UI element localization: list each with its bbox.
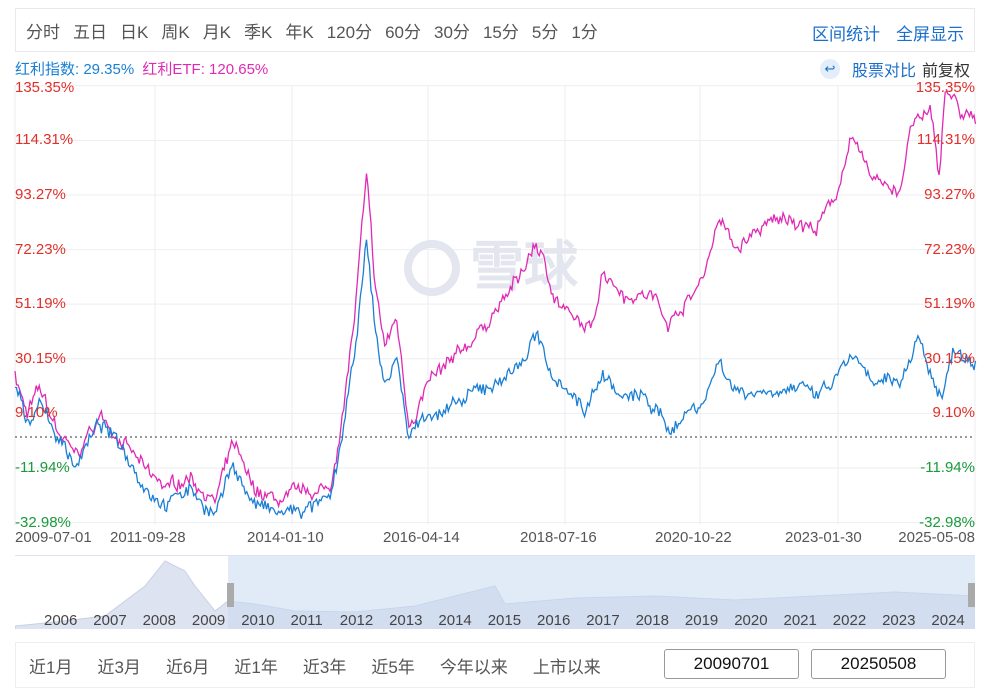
y-tick-label: 9.10% xyxy=(932,404,975,422)
navigator-year-label: 2007 xyxy=(93,612,127,629)
y-tick-label: 30.15% xyxy=(924,349,975,367)
start-date-input[interactable]: 20090701 xyxy=(664,649,799,679)
navigator-year-label: 2009 xyxy=(191,612,226,629)
range-button[interactable]: 近1年 xyxy=(234,657,278,677)
period-toolbar: 分时 五日 日K 周K 月K 季K 年K 120分 60分 30分 15分 5分… xyxy=(15,8,975,52)
x-tick-label: 2020-10-22 xyxy=(655,529,732,546)
range-button[interactable]: 近3月 xyxy=(97,657,141,677)
return-icon[interactable]: ↩ xyxy=(819,59,840,79)
y-tick-label: 72.23% xyxy=(924,240,975,258)
chart-legend: 红利指数: 29.35% 红利ETF: 120.65% xyxy=(15,58,268,79)
range-button[interactable]: 近1月 xyxy=(29,657,73,677)
period-tab[interactable]: 5分 xyxy=(531,22,559,42)
navigator-year-label: 2006 xyxy=(44,612,78,629)
range-button[interactable]: 近6月 xyxy=(165,657,210,677)
y-tick-label: 135.35% xyxy=(915,79,975,96)
adjust-select[interactable]: 前复权 xyxy=(921,63,970,80)
period-tab[interactable]: 分时 xyxy=(26,22,60,42)
watermark-icon xyxy=(404,240,460,296)
period-tab[interactable]: 60分 xyxy=(385,22,422,42)
y-tick-label: 72.23% xyxy=(15,240,66,258)
y-tick-label: -11.94% xyxy=(15,458,70,476)
navigator-year-label: 2019 xyxy=(684,612,719,629)
range-button[interactable]: 今年以来 xyxy=(439,657,508,677)
range-button[interactable]: 近5年 xyxy=(371,657,415,677)
navigator-year-label: 2016 xyxy=(537,612,571,629)
navigator-year-label: 2020 xyxy=(734,612,768,629)
range-stats-button[interactable]: 区间统计 xyxy=(812,25,880,44)
x-tick-label: 2023-01-30 xyxy=(785,529,862,546)
navigator-year-label: 2023 xyxy=(882,612,916,629)
navigator-year-label: 2017 xyxy=(586,612,620,629)
y-tick-label: 114.31% xyxy=(15,131,74,149)
range-button[interactable]: 近3年 xyxy=(302,657,347,677)
x-tick-label: 2018-07-16 xyxy=(520,529,597,546)
navigator-right-handle[interactable] xyxy=(968,583,975,607)
y-tick-label: 93.27% xyxy=(15,185,66,203)
period-tab[interactable]: 年K xyxy=(285,22,314,42)
period-tab[interactable]: 周K xyxy=(161,22,190,42)
period-tab[interactable]: 1分 xyxy=(571,22,598,42)
navigator-year-label: 2021 xyxy=(783,612,817,629)
navigator-selection[interactable] xyxy=(228,556,975,629)
index-series-line xyxy=(14,239,977,519)
x-tick-label: 2011-09-28 xyxy=(110,529,186,546)
y-tick-label: -11.94% xyxy=(920,458,975,476)
period-tab[interactable]: 日K xyxy=(120,22,149,42)
navigator-year-label: 2018 xyxy=(635,612,669,629)
y-tick-label: 30.15% xyxy=(15,349,66,367)
y-tick-label: -32.98% xyxy=(919,513,975,531)
navigator-year-label: 2011 xyxy=(290,612,323,629)
x-tick-label: 2025-05-08 xyxy=(898,529,975,546)
navigator-left-handle[interactable] xyxy=(227,583,234,607)
period-tab[interactable]: 五日 xyxy=(73,22,107,42)
navigator-year-label: 2010 xyxy=(241,612,275,629)
watermark-logo: 雪球 xyxy=(470,237,579,297)
x-tick-label: 2016-04-14 xyxy=(383,529,460,546)
navigator-year-label: 2024 xyxy=(931,612,965,629)
y-tick-label: 51.19% xyxy=(924,295,975,313)
legend-etf: 红利ETF: 120.65% xyxy=(142,61,269,78)
navigator-year-label: 2012 xyxy=(339,612,374,629)
end-date-input[interactable]: 20250508 xyxy=(811,649,946,679)
y-tick-label: 114.31% xyxy=(916,131,975,149)
navigator-year-label: 2022 xyxy=(832,612,867,629)
period-tab[interactable]: 30分 xyxy=(434,22,470,42)
y-tick-label: 93.27% xyxy=(924,185,975,203)
y-tick-label: -32.98% xyxy=(15,513,71,531)
y-tick-label: 135.35% xyxy=(15,79,75,96)
navigator-year-label: 2014 xyxy=(438,612,472,629)
range-bar: 近1月 近3月 近6月 近1年 近3年 近5年 今年以来 上市以来 200907… xyxy=(15,642,975,688)
range-navigator[interactable]: 2006 2007 2008 2009 2010 2011 2012 2013 2014 2015… xyxy=(15,555,975,629)
navigator-year-label: 2008 xyxy=(142,612,176,629)
range-button[interactable]: 上市以来 xyxy=(532,657,601,677)
period-tab[interactable]: 15分 xyxy=(482,22,519,42)
price-chart[interactable]: 雪球 xyxy=(0,0,995,530)
period-tab[interactable]: 120分 xyxy=(326,22,373,42)
y-tick-label: 51.19% xyxy=(15,295,66,313)
stock-compare-button[interactable]: 股票对比 xyxy=(851,63,916,80)
etf-series-line xyxy=(14,90,977,509)
navigator-year-label: 2013 xyxy=(389,612,423,629)
period-tab[interactable]: 季K xyxy=(244,22,273,42)
period-tab[interactable]: 月K xyxy=(202,22,232,42)
x-tick-label: 2009-07-01 xyxy=(15,529,92,546)
y-tick-label: 9.10% xyxy=(15,404,58,422)
navigator-year-label: 2015 xyxy=(487,612,522,629)
x-tick-label: 2014-01-10 xyxy=(247,529,324,546)
fullscreen-button[interactable]: 全屏显示 xyxy=(896,25,964,44)
legend-index: 红利指数: 29.35% xyxy=(15,61,135,78)
